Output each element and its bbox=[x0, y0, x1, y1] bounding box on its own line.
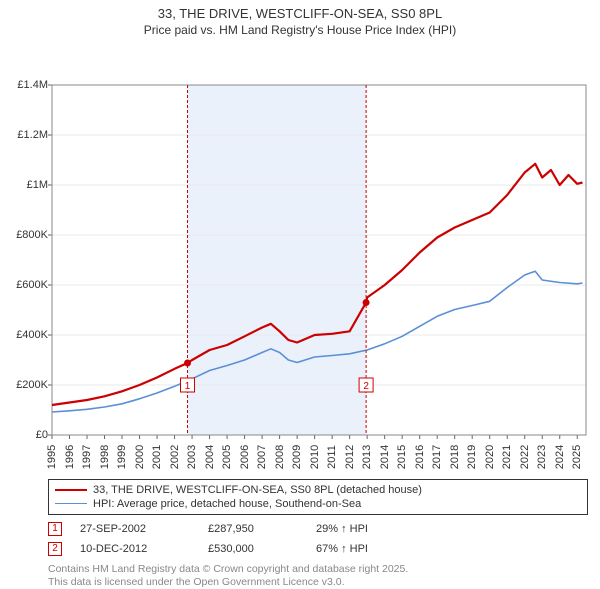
x-axis-label: 2007 bbox=[256, 445, 268, 469]
chart-subtitle: Price paid vs. HM Land Registry's House … bbox=[0, 23, 600, 41]
x-axis-label: 2020 bbox=[484, 445, 496, 469]
y-axis-label: £1M bbox=[27, 179, 48, 191]
event-date: 27-SEP-2002 bbox=[80, 523, 190, 535]
x-axis-label: 2005 bbox=[221, 445, 233, 469]
x-axis-label: 2025 bbox=[571, 445, 583, 469]
event-date: 10-DEC-2012 bbox=[80, 543, 190, 555]
x-axis-label: 2016 bbox=[414, 445, 426, 469]
x-axis-label: 2023 bbox=[536, 445, 548, 469]
x-axis-label: 2011 bbox=[326, 445, 338, 469]
x-axis-label: 2000 bbox=[134, 445, 146, 469]
x-axis-label: 1999 bbox=[116, 445, 128, 469]
x-axis-label: 1996 bbox=[64, 445, 76, 469]
y-axis-label: £0 bbox=[36, 429, 48, 441]
y-axis-label: £600K bbox=[16, 279, 48, 291]
event-price: £530,000 bbox=[208, 543, 298, 555]
legend-item: 33, THE DRIVE, WESTCLIFF-ON-SEA, SS0 8PL… bbox=[55, 483, 581, 497]
y-axis-label: £200K bbox=[16, 379, 48, 391]
x-axis-label: 2018 bbox=[449, 445, 461, 469]
footer-line: Contains HM Land Registry data © Crown c… bbox=[48, 563, 588, 576]
svg-text:2: 2 bbox=[363, 381, 369, 392]
x-axis-label: 2014 bbox=[379, 445, 391, 469]
legend-swatch bbox=[55, 503, 87, 504]
event-row: 2 10-DEC-2012 £530,000 67% ↑ HPI bbox=[48, 539, 588, 559]
y-axis-label: £400K bbox=[16, 329, 48, 341]
svg-text:1: 1 bbox=[185, 381, 191, 392]
x-axis-label: 2021 bbox=[501, 445, 513, 469]
x-axis-label: 1997 bbox=[81, 445, 93, 469]
event-delta: 67% ↑ HPI bbox=[316, 543, 368, 555]
event-marker: 1 bbox=[48, 522, 62, 536]
x-axis-label: 2019 bbox=[466, 445, 478, 469]
legend-label: 33, THE DRIVE, WESTCLIFF-ON-SEA, SS0 8PL… bbox=[93, 484, 422, 496]
x-axis-label: 2001 bbox=[151, 445, 163, 469]
x-axis-label: 2010 bbox=[309, 445, 321, 469]
x-axis-label: 2015 bbox=[396, 445, 408, 469]
x-axis-label: 2024 bbox=[554, 445, 566, 469]
y-axis-label: £1.4M bbox=[17, 79, 48, 91]
legend-swatch bbox=[55, 489, 87, 491]
legend-item: HPI: Average price, detached house, Sout… bbox=[55, 497, 581, 511]
chart-area: 1 2 £0 £200K £400K £600K £800K £1M £1.2M £1.4M 199… bbox=[0, 41, 600, 475]
x-axis-label: 2012 bbox=[344, 445, 356, 469]
x-axis-label: 2003 bbox=[186, 445, 198, 469]
event-table: 1 27-SEP-2002 £287,950 29% ↑ HPI 2 10-DEC-201… bbox=[48, 519, 588, 559]
footer-line: This data is licensed under the Open Gov… bbox=[48, 576, 588, 589]
x-axis-label: 2022 bbox=[519, 445, 531, 469]
event-marker: 2 bbox=[48, 542, 62, 556]
x-axis-label: 2017 bbox=[431, 445, 443, 469]
legend: 33, THE DRIVE, WESTCLIFF-ON-SEA, SS0 8PL… bbox=[48, 479, 588, 515]
x-axis-label: 2002 bbox=[169, 445, 181, 469]
x-axis-label: 1995 bbox=[46, 445, 58, 469]
chart-title: 33, THE DRIVE, WESTCLIFF-ON-SEA, SS0 8PL bbox=[0, 0, 600, 23]
legend-label: HPI: Average price, detached house, Sout… bbox=[93, 498, 361, 510]
x-axis-label: 2008 bbox=[274, 445, 286, 469]
x-axis-label: 2006 bbox=[239, 445, 251, 469]
event-price: £287,950 bbox=[208, 523, 298, 535]
y-axis-label: £800K bbox=[16, 229, 48, 241]
x-axis-label: 1998 bbox=[99, 445, 111, 469]
event-row: 1 27-SEP-2002 £287,950 29% ↑ HPI bbox=[48, 519, 588, 539]
x-axis-label: 2004 bbox=[204, 445, 216, 469]
x-axis-label: 2013 bbox=[361, 445, 373, 469]
y-axis-label: £1.2M bbox=[17, 129, 48, 141]
footer-attribution: Contains HM Land Registry data © Crown c… bbox=[48, 563, 588, 589]
x-axis-label: 2009 bbox=[291, 445, 303, 469]
event-delta: 29% ↑ HPI bbox=[316, 523, 368, 535]
